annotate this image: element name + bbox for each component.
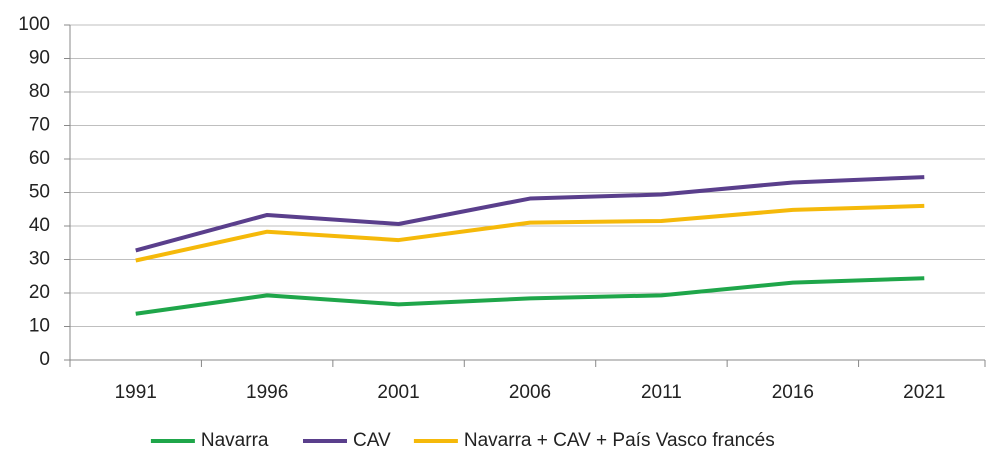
- legend-label: CAV: [353, 430, 391, 451]
- x-tick-label: 2021: [903, 382, 945, 403]
- y-tick-label: 40: [29, 215, 50, 236]
- y-tick-label: 20: [29, 282, 50, 303]
- legend-label: Navarra + CAV + País Vasco francés: [464, 430, 775, 451]
- series-line: [135, 276, 925, 316]
- x-tick-label: 2016: [772, 382, 814, 403]
- y-tick-label: 0: [39, 349, 50, 370]
- x-tick-label: 2011: [641, 382, 682, 403]
- x-tick-label: 2001: [377, 382, 419, 403]
- x-tick-label: 1996: [246, 382, 288, 403]
- series-line: [135, 175, 925, 253]
- x-tick-label: 1991: [115, 382, 157, 403]
- y-tick-label: 80: [29, 81, 50, 102]
- y-tick-label: 100: [18, 14, 50, 35]
- y-tick-label: 30: [29, 249, 50, 270]
- y-tick-label: 90: [29, 48, 50, 69]
- y-tick-label: 70: [29, 115, 50, 136]
- series-line: [135, 203, 925, 263]
- y-tick-label: 10: [29, 316, 50, 337]
- y-tick-label: 60: [29, 148, 50, 169]
- y-tick-label: 50: [29, 182, 50, 203]
- x-tick-label: 2006: [509, 382, 551, 403]
- legend-label: Navarra: [201, 430, 269, 451]
